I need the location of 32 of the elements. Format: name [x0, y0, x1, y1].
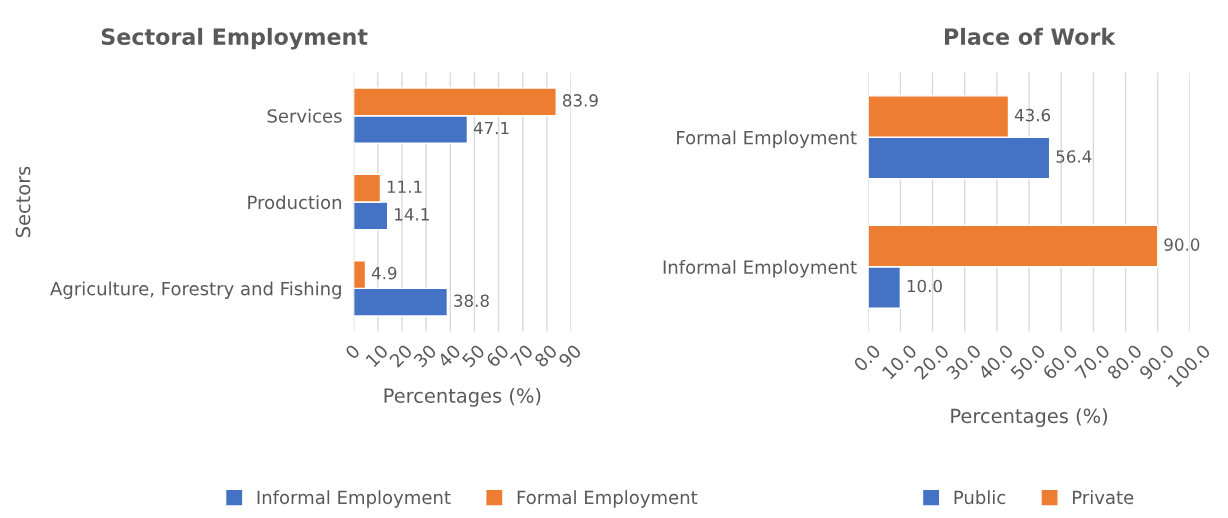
legend-label: Private: [1073, 490, 1134, 505]
legend-label: Public: [954, 490, 1006, 505]
chart-title: Place of Work: [944, 27, 1116, 46]
data-label: 38.8: [454, 294, 489, 307]
y-tick-label: Services: [267, 108, 342, 123]
y-tick-label: Production: [248, 195, 342, 210]
data-label: 56.4: [1056, 150, 1092, 163]
x-tick-label: 20: [388, 343, 413, 368]
x-tick-label: 30: [413, 343, 438, 368]
x-tick-label: 80: [533, 343, 558, 368]
x-tick-label: 0.0: [852, 343, 882, 372]
x-tick-label: 0: [344, 343, 361, 360]
legend-label: Formal Employment: [517, 490, 698, 508]
data-label: 10.0: [907, 279, 942, 293]
data-label: 90.0: [1164, 238, 1200, 251]
x-tick-label: 70: [509, 343, 534, 368]
x-axis-title: Percentages (%): [951, 408, 1108, 428]
x-tick-label: 10: [365, 343, 389, 368]
x-tick-label: 60: [485, 343, 510, 368]
data-label: 83.9: [562, 94, 598, 107]
data-label: 4.9: [371, 266, 397, 280]
x-axis-title: Percentages (%): [384, 387, 541, 407]
data-label: 43.6: [1014, 108, 1051, 122]
y-tick-label: Agriculture, Forestry and Fishing: [50, 281, 341, 299]
x-tick-label: 50: [461, 343, 486, 368]
data-label: 47.1: [473, 121, 509, 135]
data-label: 14.1: [395, 208, 429, 221]
y-axis-title: Sectors: [15, 166, 31, 238]
x-tick-label: 40: [436, 343, 462, 369]
x-tick-label: 90: [557, 343, 582, 368]
data-label: 11.1: [387, 180, 422, 193]
chart-title: Sectoral Employment: [101, 27, 368, 50]
